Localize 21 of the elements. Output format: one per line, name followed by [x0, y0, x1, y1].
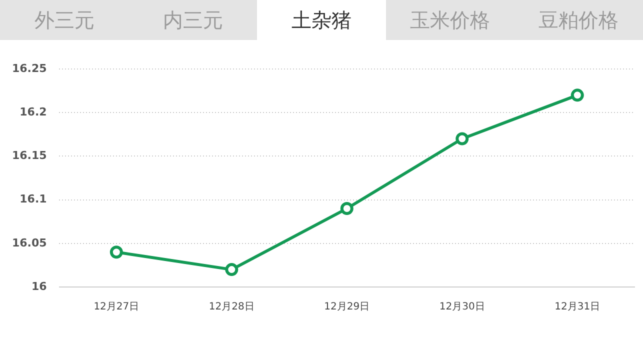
text: 玉米价格 — [409, 7, 492, 34]
y-tick-label: 16 — [31, 280, 48, 293]
text: 豆粕价格 — [538, 7, 620, 34]
y-tick-label: 16.25 — [12, 62, 47, 75]
point — [456, 132, 469, 146]
x-tick-label: 12月27日 — [94, 302, 140, 313]
point — [570, 88, 584, 102]
point — [340, 202, 354, 216]
y-tick-label: 16.2 — [20, 105, 47, 118]
text: 内三元 — [162, 7, 224, 34]
text: 外三元 — [33, 7, 96, 34]
y-tick-label: 16.15 — [12, 149, 47, 162]
point — [225, 263, 238, 276]
x-tick-label: 12月30日 — [439, 302, 485, 313]
y-tick-label: 16.1 — [20, 192, 47, 206]
x-tick-label: 12月28日 — [208, 302, 254, 313]
x-tick-label: 12月31日 — [554, 302, 600, 313]
y-tick-label: 16.05 — [12, 236, 47, 250]
x-tick-label: 12月29日 — [324, 302, 370, 313]
point — [110, 246, 123, 259]
chart-title: 土杂猪 — [257, 0, 386, 40]
